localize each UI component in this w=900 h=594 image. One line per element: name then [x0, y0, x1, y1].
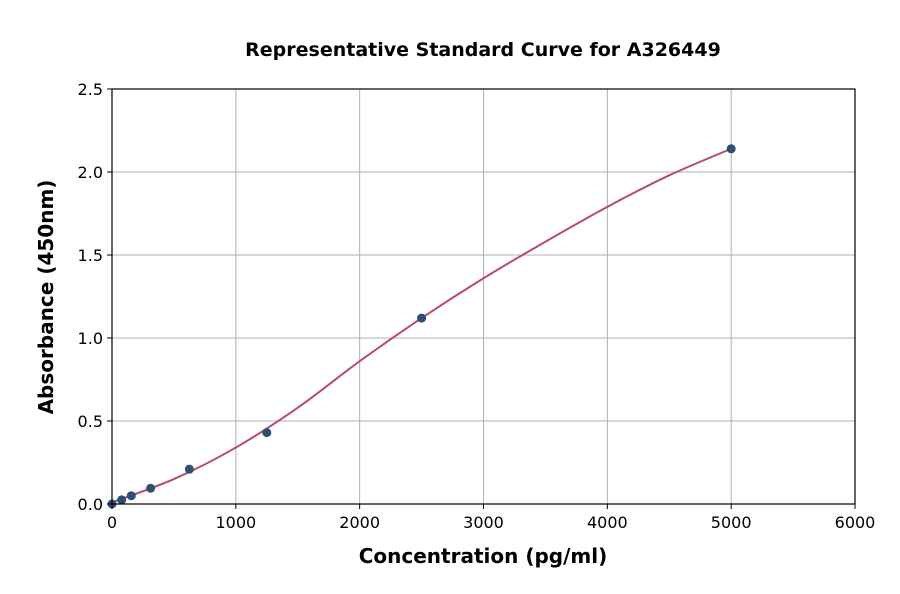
- y-tick-label: 0.0: [78, 495, 103, 514]
- data-point: [184, 464, 194, 474]
- x-tick-label: 5000: [711, 513, 752, 532]
- data-point: [126, 491, 136, 501]
- data-point: [146, 483, 156, 493]
- x-tick-label: 4000: [587, 513, 628, 532]
- y-tick-label: 0.5: [78, 412, 103, 431]
- x-tick-label: 3000: [463, 513, 504, 532]
- x-tick-label: 6000: [835, 513, 876, 532]
- data-point: [117, 495, 127, 505]
- y-tick-label: 1.5: [78, 246, 103, 265]
- x-tick-label: 0: [107, 513, 117, 532]
- y-tick-label: 2.5: [78, 80, 103, 99]
- data-point: [417, 313, 427, 323]
- x-tick-label: 1000: [215, 513, 256, 532]
- y-tick-label: 1.0: [78, 329, 103, 348]
- x-tick-label: 2000: [339, 513, 380, 532]
- data-point: [726, 144, 736, 154]
- chart-title: Representative Standard Curve for A32644…: [245, 39, 721, 61]
- y-axis-label: Absorbance (450nm): [34, 180, 58, 415]
- x-axis-label: Concentration (pg/ml): [359, 544, 608, 568]
- y-tick-label: 2.0: [78, 163, 103, 182]
- fit-curve-line: [111, 147, 732, 504]
- data-point: [262, 428, 272, 438]
